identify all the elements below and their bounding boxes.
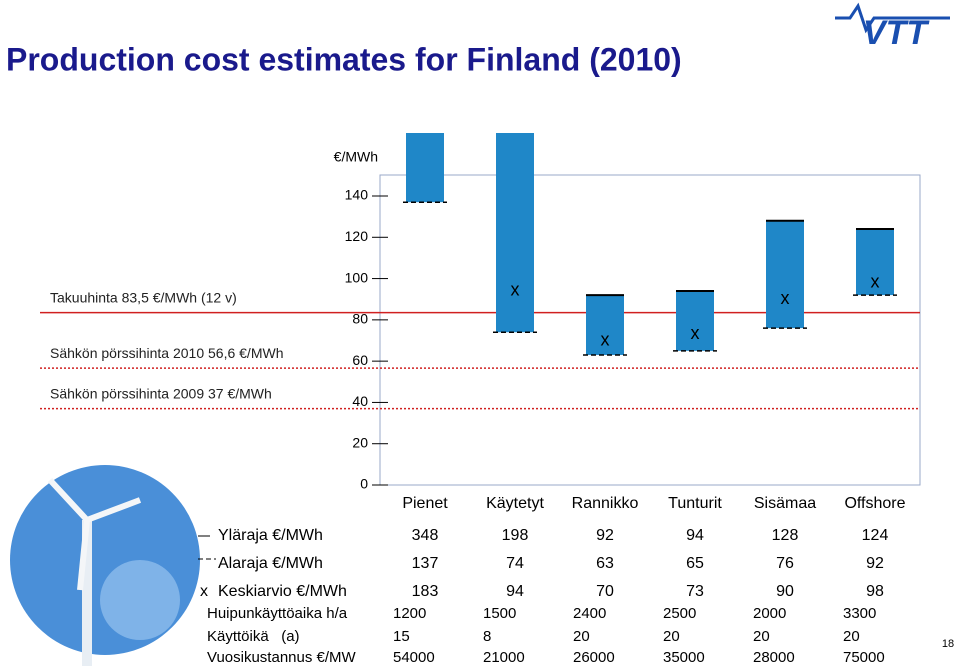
- y-tick-label: 20: [352, 434, 368, 450]
- table-value: 28000: [753, 649, 795, 666]
- mean-mark: x: [691, 323, 700, 343]
- x-tick-label: Rannikko: [572, 495, 639, 512]
- y-tick-label: 0: [360, 476, 368, 492]
- bar: [856, 229, 894, 296]
- table-value: 1500: [483, 605, 516, 622]
- bar: [586, 295, 624, 355]
- table-value: 20: [663, 628, 680, 645]
- table-value: 198: [502, 527, 529, 544]
- table-value: 65: [686, 555, 704, 572]
- table-value: 98: [866, 583, 884, 600]
- table-value: 73: [686, 583, 704, 600]
- table-value: 63: [596, 555, 614, 572]
- logo-wave: [835, 2, 950, 34]
- table-value: 76: [776, 555, 794, 572]
- x-tick-label: Offshore: [844, 495, 905, 512]
- mean-mark: x: [781, 288, 790, 308]
- table-value: 90: [776, 583, 794, 600]
- y-tick-label: 40: [352, 393, 368, 409]
- table-value: 124: [862, 527, 889, 544]
- row-label: Käyttöikä (a): [207, 628, 300, 645]
- table-value: 2500: [663, 605, 696, 622]
- table-value: 8: [483, 628, 491, 645]
- bar: [496, 133, 534, 333]
- table-value: 1200: [393, 605, 426, 622]
- x-tick-label: Tunturit: [668, 495, 722, 512]
- table-value: 20: [573, 628, 590, 645]
- table-value: 75000: [843, 649, 885, 666]
- x-tick-label: Käytetyt: [486, 495, 544, 512]
- table-value: 137: [412, 555, 439, 572]
- legend-label: Yläraja €/MWh: [218, 527, 323, 544]
- table-value: 3300: [843, 605, 876, 622]
- mean-mark: x: [601, 329, 610, 349]
- x-tick-label: Sisämaa: [754, 495, 816, 512]
- table-value: 54000: [393, 649, 435, 666]
- bar: [406, 133, 444, 203]
- y-tick-label: 140: [345, 187, 369, 203]
- legend-symbol: x: [200, 583, 208, 600]
- reference-label: Takuuhinta 83,5 €/MWh (12 v): [50, 289, 237, 305]
- table-value: 2400: [573, 605, 606, 622]
- table-value: 26000: [573, 649, 615, 666]
- table-value: 35000: [663, 649, 705, 666]
- table-value: 348: [412, 527, 439, 544]
- table-value: 15: [393, 628, 410, 645]
- row-label: Huipunkäyttöaika h/a: [207, 605, 348, 622]
- bar: [676, 290, 714, 351]
- table-value: 2000: [753, 605, 786, 622]
- y-tick-label: 80: [352, 311, 368, 327]
- row-label: Vuosikustannus €/MW: [207, 649, 357, 666]
- x-tick-label: Pienet: [402, 495, 448, 512]
- table-value: 128: [772, 527, 799, 544]
- turbine-image: [10, 465, 200, 666]
- title: Production cost estimates for Finland (2…: [6, 41, 682, 77]
- reference-label: Sähkön pörssihinta 2010 56,6 €/MWh: [50, 345, 283, 361]
- plot-frame: [379, 174, 921, 486]
- table-value: 94: [506, 583, 524, 600]
- page-number: 18: [942, 638, 954, 650]
- table-value: 21000: [483, 649, 525, 666]
- table-value: 20: [753, 628, 770, 645]
- bar: [766, 220, 804, 329]
- mean-mark: x: [871, 271, 880, 291]
- y-tick-label: 100: [345, 269, 369, 285]
- table-value: 92: [866, 555, 884, 572]
- y-tick-label: 60: [352, 352, 368, 368]
- table-value: 74: [506, 555, 524, 572]
- legend-label: Keskiarvio €/MWh: [218, 583, 347, 600]
- y-axis-title: €/MWh: [334, 149, 378, 165]
- table-value: 94: [686, 527, 704, 544]
- legend-label: Alaraja €/MWh: [218, 555, 323, 572]
- table-value: 70: [596, 583, 614, 600]
- y-tick-label: 120: [345, 228, 369, 244]
- table-value: 92: [596, 527, 614, 544]
- mean-mark: x: [511, 280, 520, 300]
- table-value: 20: [843, 628, 860, 645]
- reference-label: Sähkön pörssihinta 2009 37 €/MWh: [50, 385, 272, 401]
- table-value: 183: [412, 583, 439, 600]
